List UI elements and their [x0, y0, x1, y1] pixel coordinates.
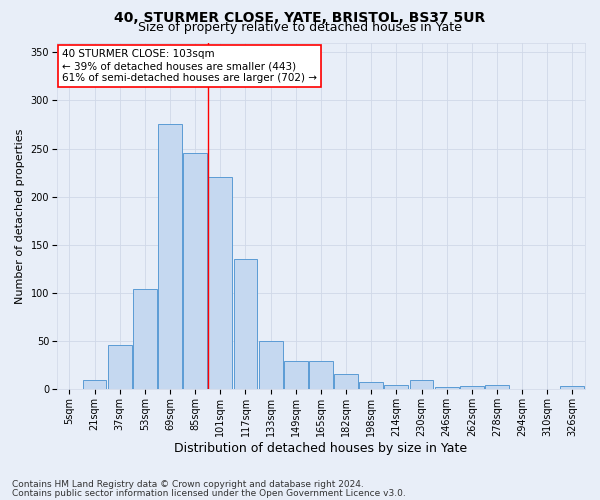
Bar [208, 178, 232, 390]
Text: Contains public sector information licensed under the Open Government Licence v3: Contains public sector information licen… [12, 488, 406, 498]
Text: Size of property relative to detached houses in Yate: Size of property relative to detached ho… [138, 22, 462, 35]
Text: 40 STURMER CLOSE: 103sqm
← 39% of detached houses are smaller (443)
61% of semi-: 40 STURMER CLOSE: 103sqm ← 39% of detach… [62, 50, 317, 82]
Bar [560, 386, 584, 390]
Bar [233, 260, 257, 390]
Y-axis label: Number of detached properties: Number of detached properties [15, 128, 25, 304]
Bar [158, 124, 182, 390]
Bar [359, 382, 383, 390]
Bar [108, 345, 131, 390]
Bar [460, 386, 484, 390]
Text: Contains HM Land Registry data © Crown copyright and database right 2024.: Contains HM Land Registry data © Crown c… [12, 480, 364, 489]
Bar [309, 360, 333, 390]
Text: 40, STURMER CLOSE, YATE, BRISTOL, BS37 5UR: 40, STURMER CLOSE, YATE, BRISTOL, BS37 5… [115, 11, 485, 25]
Bar [485, 384, 509, 390]
Bar [284, 360, 308, 390]
Bar [385, 384, 409, 390]
Bar [334, 374, 358, 390]
Bar [83, 380, 106, 390]
Bar [133, 289, 157, 390]
X-axis label: Distribution of detached houses by size in Yate: Distribution of detached houses by size … [175, 442, 467, 455]
Bar [259, 341, 283, 390]
Bar [183, 154, 207, 390]
Bar [410, 380, 433, 390]
Bar [435, 386, 458, 390]
